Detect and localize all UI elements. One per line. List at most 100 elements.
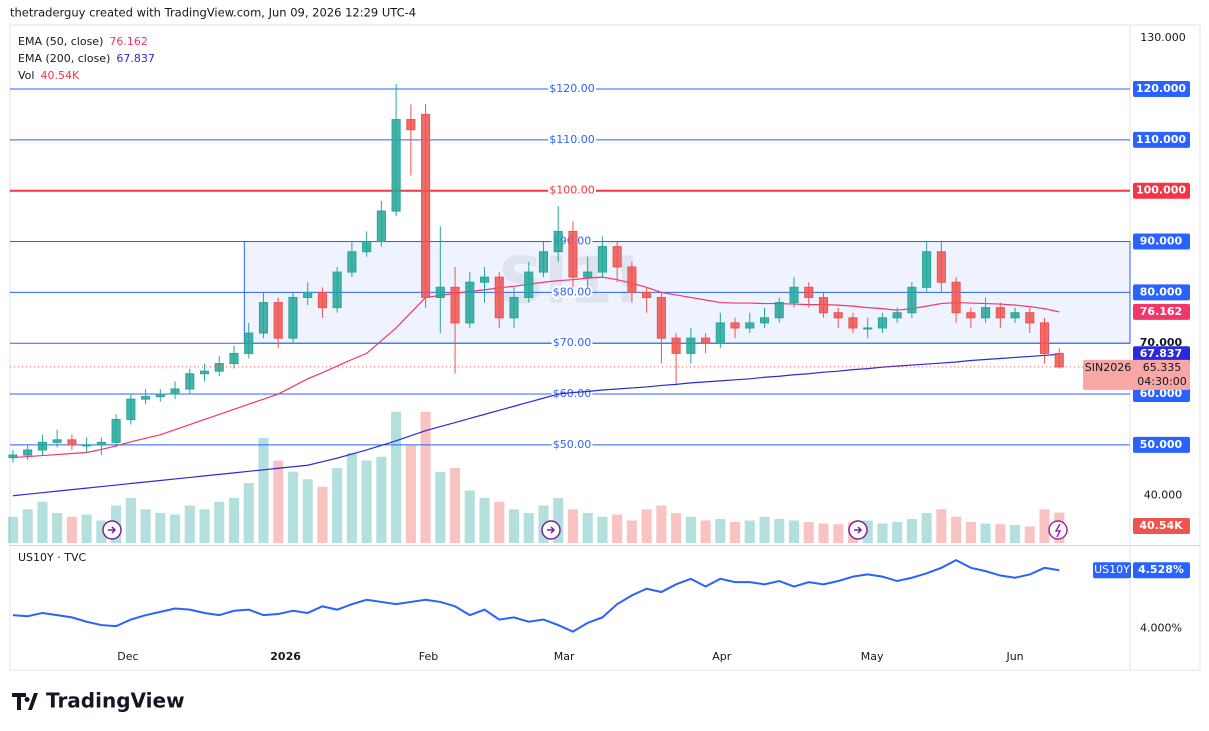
candle-body (199, 370, 210, 375)
candle-body (922, 251, 932, 288)
candle-body (52, 439, 62, 443)
candle-body (1010, 312, 1020, 319)
x-tick-label: Jun (1005, 650, 1023, 663)
level-tag: 90.000 (1140, 235, 1183, 248)
volume-bar (877, 523, 888, 543)
event-arrow (854, 526, 863, 534)
candle-body (273, 302, 283, 339)
brand-name: TradingView (46, 689, 185, 713)
candle-body (509, 296, 519, 319)
volume-bar (391, 411, 402, 543)
volume-bar (228, 498, 240, 543)
volume-bar (656, 505, 667, 543)
volume-tag-bg (1133, 518, 1190, 534)
level-tag: 70.000 (1140, 336, 1183, 349)
level-tag-bg (1133, 182, 1190, 199)
candle-body (759, 317, 770, 324)
level-label: $50.00 (553, 438, 592, 451)
candle-body (951, 281, 961, 314)
volume-bar (641, 509, 652, 543)
candle-body (465, 281, 475, 324)
candle-body (715, 322, 725, 344)
candle-body (303, 291, 313, 298)
candle-body (347, 251, 357, 273)
candle-body (524, 271, 534, 298)
candle-body (863, 327, 873, 330)
price-tag-bg (1083, 359, 1190, 390)
volume-bar (494, 501, 505, 543)
volume-bar (7, 516, 18, 543)
logo-mark (12, 693, 38, 710)
level-tag-bg (1133, 81, 1190, 98)
level-tag-bg (1133, 233, 1190, 250)
candle-body (966, 312, 976, 319)
x-tick-label: May (861, 650, 884, 663)
x-tick-label: Mar (554, 650, 575, 663)
volume-bar (759, 516, 770, 543)
candle-body (892, 312, 902, 319)
candle-body (936, 251, 946, 283)
volume-bar (936, 509, 947, 543)
volume-bar (597, 516, 608, 543)
event-flash (1054, 523, 1062, 538)
brand-logo: TradingView (12, 689, 185, 713)
yield-line (12, 558, 1060, 633)
volume-bar (332, 468, 343, 543)
volume-bar (744, 520, 755, 543)
candle-body (671, 337, 681, 354)
volume-bar (921, 513, 932, 543)
candle-body (848, 317, 858, 329)
candle-body (730, 322, 740, 329)
volume-bar (892, 522, 903, 543)
x-tick-label: Dec (117, 650, 138, 663)
level-label: $80.00 (553, 285, 592, 298)
volume-bar (37, 501, 48, 543)
candle-body (701, 337, 711, 344)
candle-body (111, 418, 121, 443)
volume-bar (1039, 509, 1050, 543)
legend-value: 76.162 (109, 35, 148, 48)
candle-body (877, 317, 887, 329)
symbol-tag-bg (1093, 562, 1131, 579)
ema-line (12, 276, 1060, 459)
candle-body (627, 266, 637, 293)
volume-bar (317, 486, 328, 543)
ema200-tag-bg (1133, 346, 1190, 363)
candle-body (818, 296, 829, 314)
volume-bar (376, 456, 387, 543)
volume-bar (273, 460, 284, 543)
candle-body (435, 286, 445, 298)
candle-body (479, 276, 490, 283)
candle-body (538, 251, 549, 273)
volume-bar (258, 438, 269, 543)
legend-name: EMA (200, close) (18, 52, 110, 65)
price-tag: 65.335 (1143, 361, 1182, 374)
candle-body (656, 296, 666, 339)
y-tick-label: 4.000% (1140, 621, 1182, 634)
volume-bar (199, 509, 210, 543)
candle-body (804, 286, 814, 298)
volume-bar (361, 460, 372, 543)
symbol-tag: US10Y (1094, 563, 1130, 576)
candle-body (376, 210, 386, 243)
candle-body (170, 388, 180, 395)
volume-bar (450, 468, 461, 543)
candle-body (82, 444, 92, 447)
volume-bar (346, 453, 357, 543)
volume-bar (214, 501, 225, 543)
candle-body (833, 312, 843, 319)
volume-bar (52, 513, 63, 543)
volume-bar (818, 523, 829, 543)
volume-bar (170, 514, 181, 543)
volume-bar (184, 505, 195, 543)
volume-bar (140, 509, 151, 543)
volume-bar (125, 498, 136, 543)
x-tick-label: 2026 (270, 650, 301, 663)
level-tag: 120.000 (1136, 82, 1186, 95)
event-arrow (547, 526, 556, 534)
candle-body (981, 307, 991, 319)
pane-title: US10Y · TVC (18, 551, 86, 564)
candle-body (288, 296, 298, 339)
